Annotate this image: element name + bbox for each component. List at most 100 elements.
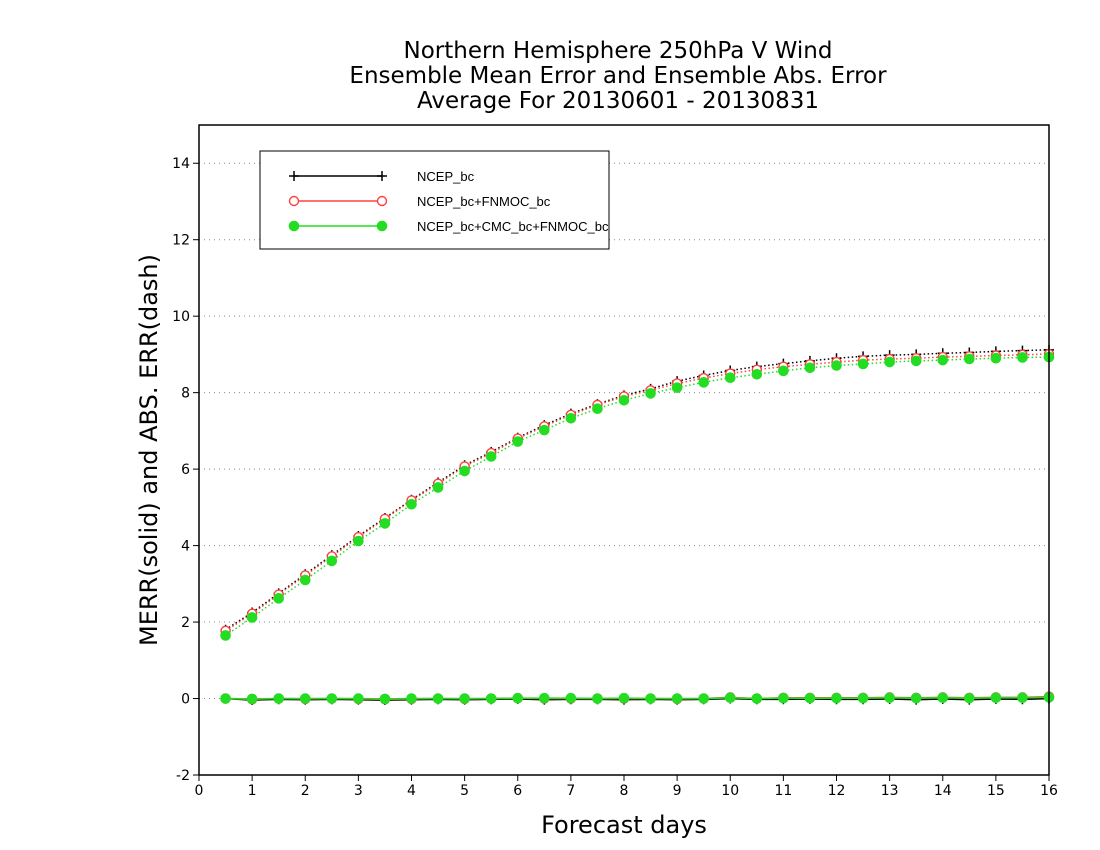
x-tick-label: 14 (934, 783, 952, 799)
merr-point (1017, 692, 1028, 704)
abs-err-point (326, 555, 338, 567)
x-tick-label: 10 (721, 783, 739, 799)
y-tick-label: 12 (172, 233, 190, 249)
legend-marker (376, 220, 388, 232)
chart-title: Northern Hemisphere 250hPa V WindEnsembl… (349, 38, 887, 114)
merr-point (857, 692, 869, 704)
merr-point (990, 692, 1002, 704)
merr-point (485, 693, 497, 704)
abs-err-point (671, 382, 683, 393)
abs-err-point (884, 356, 895, 368)
abs-err-point (778, 365, 789, 377)
abs-err-point (485, 451, 497, 462)
legend-label: NCEP_bc+CMC_bc+FNMOC_bc (417, 219, 609, 234)
chart-title-line: Average For 20130601 - 20130831 (417, 88, 819, 114)
series-1 (220, 348, 1055, 705)
merr-point (937, 692, 949, 704)
legend-marker (376, 195, 388, 207)
abs-err-point (379, 518, 391, 529)
merr-point (406, 693, 417, 704)
merr-point (379, 693, 391, 705)
legend-marker (377, 171, 387, 181)
y-tick-label: 8 (181, 386, 190, 402)
abs-err-point (910, 355, 922, 367)
abs-err-point (592, 403, 603, 415)
series-0 (220, 344, 1054, 706)
x-tick-label: 8 (620, 783, 629, 799)
x-tick-label: 15 (987, 783, 1005, 799)
x-tick-label: 9 (673, 783, 682, 799)
y-tick-label: -2 (176, 768, 190, 784)
y-tick-label: 10 (172, 309, 190, 325)
merr-point (512, 692, 524, 704)
grid (199, 162, 1049, 776)
chart-title-line: Northern Hemisphere 250hPa V Wind (404, 38, 833, 64)
x-tick-label: 11 (774, 783, 792, 799)
y-tick-label: 6 (181, 462, 190, 478)
x-tick-label: 16 (1040, 783, 1058, 799)
merr-point (246, 693, 258, 705)
abs-err-point (565, 412, 577, 424)
merr-point (645, 693, 656, 704)
x-tick-label: 12 (828, 783, 846, 799)
abs-err-point (353, 535, 364, 547)
abs-err-point (990, 352, 1002, 364)
merr-point (964, 692, 975, 704)
merr-point (724, 692, 736, 704)
merr-point (273, 693, 284, 704)
merr-point (751, 693, 763, 704)
merr-point (910, 692, 922, 704)
abs-err-point (618, 394, 630, 406)
x-axis-label: Forecast days (541, 811, 707, 839)
merr-point (671, 693, 683, 704)
x-tick-label: 2 (301, 783, 310, 799)
legend: NCEP_bc NCEP_bc+FNMOC_bc NCEP_bc+CMC_bc+FN… (259, 150, 610, 250)
abs-err-point (804, 362, 816, 374)
merr-point (884, 692, 895, 704)
x-tick-label: 6 (513, 783, 522, 799)
y-tick-label: 14 (172, 156, 190, 172)
y-tick-label: 2 (181, 615, 190, 631)
abs-err-point (539, 424, 550, 436)
abs-err-point (273, 593, 284, 604)
legend-box (259, 150, 610, 250)
x-tick-label: 4 (407, 783, 416, 799)
plot-frame (198, 124, 1050, 776)
abs-err-point (937, 354, 949, 366)
abs-err-point (299, 574, 311, 586)
merr-point (565, 692, 577, 704)
y-axis-label: MERR(solid) and ABS. ERR(dash) (135, 254, 163, 646)
abs-err-point (964, 353, 975, 365)
series-2 (220, 351, 1055, 705)
abs-err-line (225, 356, 1050, 637)
abs-err-point (459, 465, 470, 477)
abs-err-line (225, 349, 1050, 631)
merr-point (698, 693, 709, 704)
x-tick-label: 7 (566, 783, 575, 799)
merr-point (459, 693, 470, 704)
abs-err-point (724, 372, 736, 384)
x-tick-label: 3 (354, 783, 363, 799)
series (220, 344, 1055, 706)
x-tick-label: 1 (248, 783, 257, 799)
merr-point (831, 692, 842, 704)
merr-point (432, 693, 444, 704)
abs-err-point (406, 498, 417, 510)
x-tick-label: 13 (881, 783, 899, 799)
merr-point (592, 693, 603, 704)
merr-point (618, 692, 630, 704)
merr-point (220, 693, 231, 704)
legend-marker (289, 171, 299, 181)
legend-marker (288, 220, 300, 232)
y-tick-label: 4 (181, 539, 190, 555)
x-tick-label: 5 (460, 783, 469, 799)
abs-err-point (220, 630, 231, 641)
abs-err-point (432, 482, 444, 493)
merr-point (326, 693, 338, 704)
legend-label: NCEP_bc+FNMOC_bc (417, 194, 551, 209)
y-tick-label: 0 (181, 692, 190, 708)
legend-marker (288, 195, 300, 207)
abs-err-point (857, 358, 869, 370)
abs-err-line (225, 353, 1050, 632)
